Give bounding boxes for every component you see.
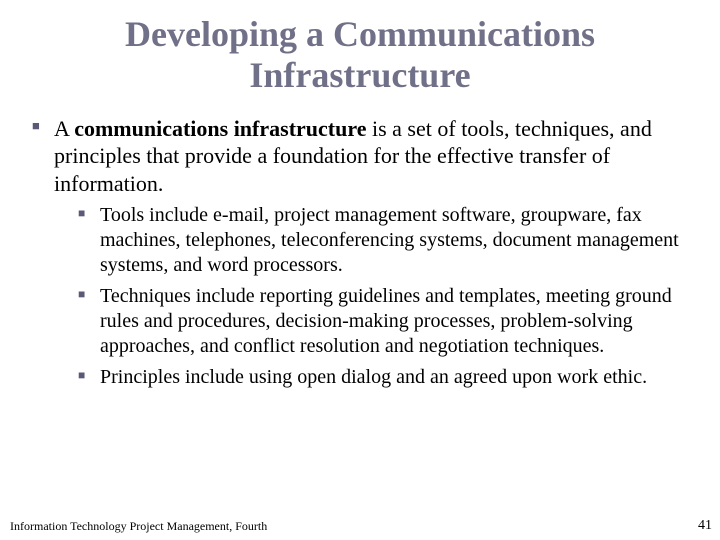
- footer-source: Information Technology Project Managemen…: [10, 519, 267, 534]
- sub-bullet-item: Tools include e-mail, project management…: [76, 203, 692, 278]
- slide-title: Developing a Communications Infrastructu…: [28, 14, 692, 97]
- sub-bullet-list: Tools include e-mail, project management…: [76, 203, 692, 390]
- sub-bullet-item: Principles include using open dialog and…: [76, 365, 692, 390]
- sub-bullet-item: Techniques include reporting guidelines …: [76, 284, 692, 359]
- main-bullet-list: A communications infrastructure is a set…: [28, 115, 692, 391]
- main-bullet-item: A communications infrastructure is a set…: [28, 115, 692, 391]
- footer-page-number: 41: [698, 518, 712, 534]
- main-bullet-prefix: A: [54, 116, 74, 141]
- main-bullet-bold: communications infrastructure: [74, 116, 366, 141]
- slide: Developing a Communications Infrastructu…: [0, 0, 720, 540]
